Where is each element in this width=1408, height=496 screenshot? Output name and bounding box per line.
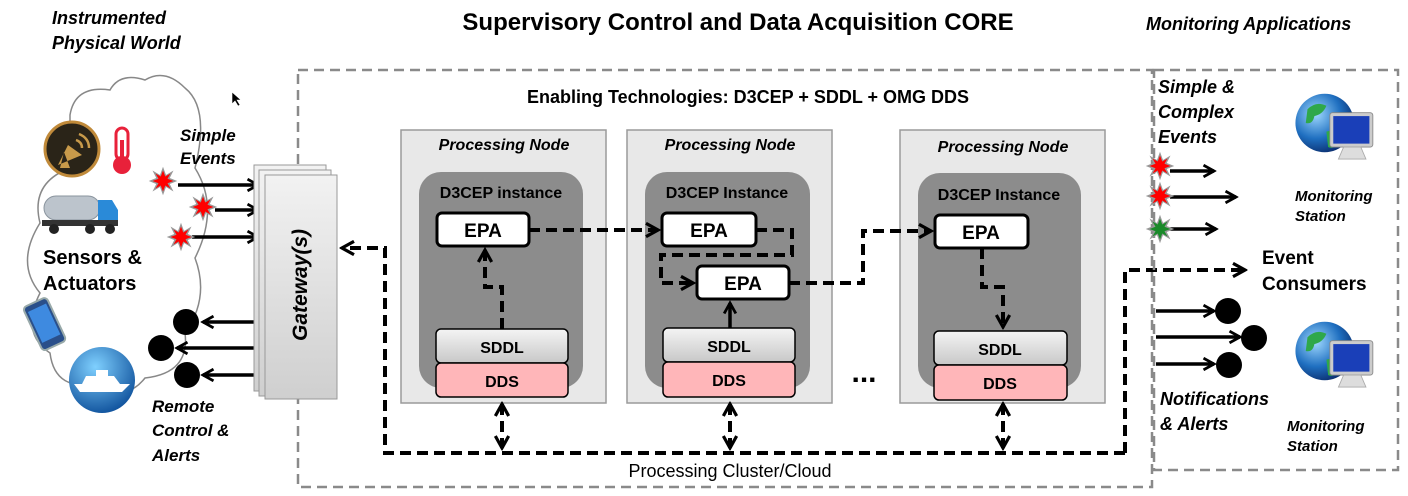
thermometer-icon xyxy=(113,126,131,174)
processing-node-2: Processing Node D3CEP Instance EPA EPA S… xyxy=(626,129,833,404)
more-nodes-ellipsis: ... xyxy=(851,356,876,389)
monitoring-applications-heading: Monitoring Applications xyxy=(1146,14,1351,34)
simple-events-label: Simple Events xyxy=(180,126,236,168)
simple-event-arrows xyxy=(148,166,258,252)
enabling-technologies-label: Enabling Technologies: D3CEP + SDDL + OM… xyxy=(527,87,969,107)
event-consumers-label: Event Consumers xyxy=(1262,248,1367,295)
epa-label: EPA xyxy=(690,221,728,242)
sensors-actuators-label: Sensors & Actuators xyxy=(43,247,142,295)
dds-layer[interactable] xyxy=(933,364,1068,401)
ship-icon xyxy=(69,347,135,413)
complex-events-label: Simple & Complex Events xyxy=(1158,77,1235,147)
processing-cluster-label: Processing Cluster/Cloud xyxy=(628,461,831,481)
monitoring-station-label: Monitoring Station xyxy=(1295,188,1372,225)
dds-label: DDS xyxy=(712,373,746,390)
instance-label: D3CEP Instance xyxy=(938,187,1061,204)
node-title: Processing Node xyxy=(938,139,1069,156)
gateway-stack[interactable]: Gateway(s) xyxy=(253,164,338,400)
notification-dot-icon xyxy=(1241,325,1267,351)
processing-node-1: Processing Node D3CEP instance EPA SDDL … xyxy=(400,129,607,404)
scada-core-boundary xyxy=(296,68,1154,489)
epa-label: EPA xyxy=(962,223,1000,244)
remote-control-arrows xyxy=(148,309,260,388)
alert-dot-icon xyxy=(148,335,174,361)
dds-layer[interactable] xyxy=(662,361,796,398)
sddl-label: SDDL xyxy=(978,342,1022,359)
event-starburst-icon xyxy=(188,192,218,222)
gateway-label: Gateway(s) xyxy=(289,229,312,341)
alert-dot-icon xyxy=(173,309,199,335)
sddl-label: SDDL xyxy=(480,340,524,357)
epa-label: EPA xyxy=(464,221,502,242)
monitoring-station-icon[interactable] xyxy=(1295,321,1374,388)
epa-label: EPA xyxy=(724,274,762,295)
satellite-dish-icon xyxy=(43,120,101,178)
alert-dot-icon xyxy=(174,362,200,388)
diagram-title: Supervisory Control and Data Acquisition… xyxy=(462,9,1013,36)
dds-label: DDS xyxy=(485,374,519,391)
monitoring-station-label: Monitoring Station xyxy=(1287,418,1364,455)
physical-world-heading: Instrumented Physical World xyxy=(52,8,182,53)
event-starburst-icon xyxy=(148,166,178,196)
complex-event-arrows xyxy=(1145,151,1236,244)
notification-dot-icon xyxy=(1216,352,1242,378)
notification-arrows xyxy=(1156,298,1267,378)
mouse-cursor-icon xyxy=(231,91,242,107)
dds-layer[interactable] xyxy=(435,362,569,398)
smartphone-icon xyxy=(22,297,67,352)
instance-label: D3CEP Instance xyxy=(666,185,789,202)
tanker-truck-icon xyxy=(42,195,118,234)
event-starburst-icon xyxy=(1145,181,1175,211)
event-starburst-icon xyxy=(166,222,196,252)
event-starburst-icon xyxy=(1145,151,1175,181)
event-starburst-icon xyxy=(1145,214,1175,244)
instance-label: D3CEP instance xyxy=(440,185,563,202)
monitoring-station-icon[interactable] xyxy=(1295,93,1374,160)
notification-dot-icon xyxy=(1215,298,1241,324)
node-title: Processing Node xyxy=(439,137,570,154)
remote-control-label: Remote Control & Alerts xyxy=(151,397,229,465)
event-flow-arrows xyxy=(342,230,1245,455)
notifications-alerts-label: Notifications & Alerts xyxy=(1160,389,1269,434)
monitoring-applications-boundary xyxy=(1152,68,1400,472)
sddl-label: SDDL xyxy=(707,339,751,356)
processing-node-3: Processing Node D3CEP Instance EPA SDDL … xyxy=(899,129,1106,404)
node-title: Processing Node xyxy=(665,137,796,154)
dds-label: DDS xyxy=(983,376,1017,393)
